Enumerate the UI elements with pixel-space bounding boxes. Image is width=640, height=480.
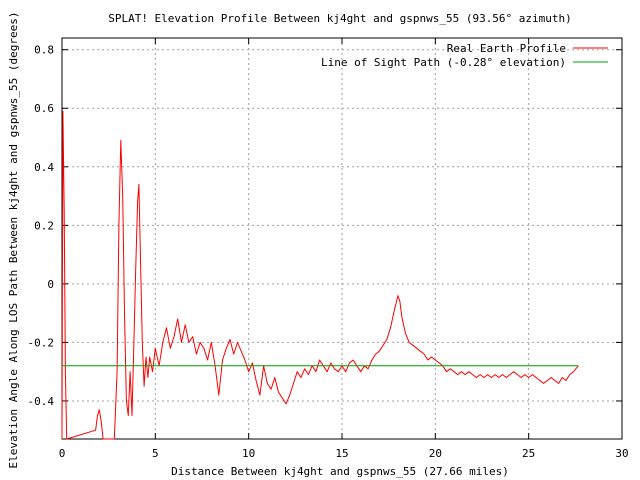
x-tick-label: 10	[242, 447, 255, 460]
x-tick-label: 0	[59, 447, 66, 460]
x-tick-label: 5	[152, 447, 159, 460]
grid	[62, 38, 622, 439]
y-tick-label: 0.8	[34, 44, 54, 57]
series-real-earth-profile	[61, 110, 579, 440]
y-axis-label: Elevation Angle Along LOS Path Between k…	[7, 12, 20, 469]
y-tick-label: 0.6	[34, 102, 54, 115]
x-tick-label: 20	[429, 447, 442, 460]
axis-ticks: -0.4 -0.2 0 0.2 0.4 0.6 0.8 0 5 10 15 20 25 30	[28, 38, 629, 460]
x-axis-label: Distance Between kj4ght and gspnws_55 (2…	[171, 465, 509, 478]
y-tick-label: 0.2	[34, 219, 54, 232]
y-tick-label: -0.4	[28, 395, 55, 408]
x-tick-label: 25	[522, 447, 535, 460]
legend-label-real-earth: Real Earth Profile	[447, 42, 566, 55]
legend: Real Earth Profile Line of Sight Path (-…	[321, 42, 608, 69]
series-group	[61, 110, 579, 440]
y-tick-label: -0.2	[28, 336, 55, 349]
x-tick-label: 15	[335, 447, 348, 460]
chart-title: SPLAT! Elevation Profile Between kj4ght …	[108, 12, 572, 25]
y-tick-label: 0	[47, 278, 54, 291]
legend-label-line-of-sight: Line of Sight Path (-0.28° elevation)	[321, 56, 566, 69]
x-tick-label: 30	[615, 447, 628, 460]
y-tick-label: 0.4	[34, 161, 54, 174]
